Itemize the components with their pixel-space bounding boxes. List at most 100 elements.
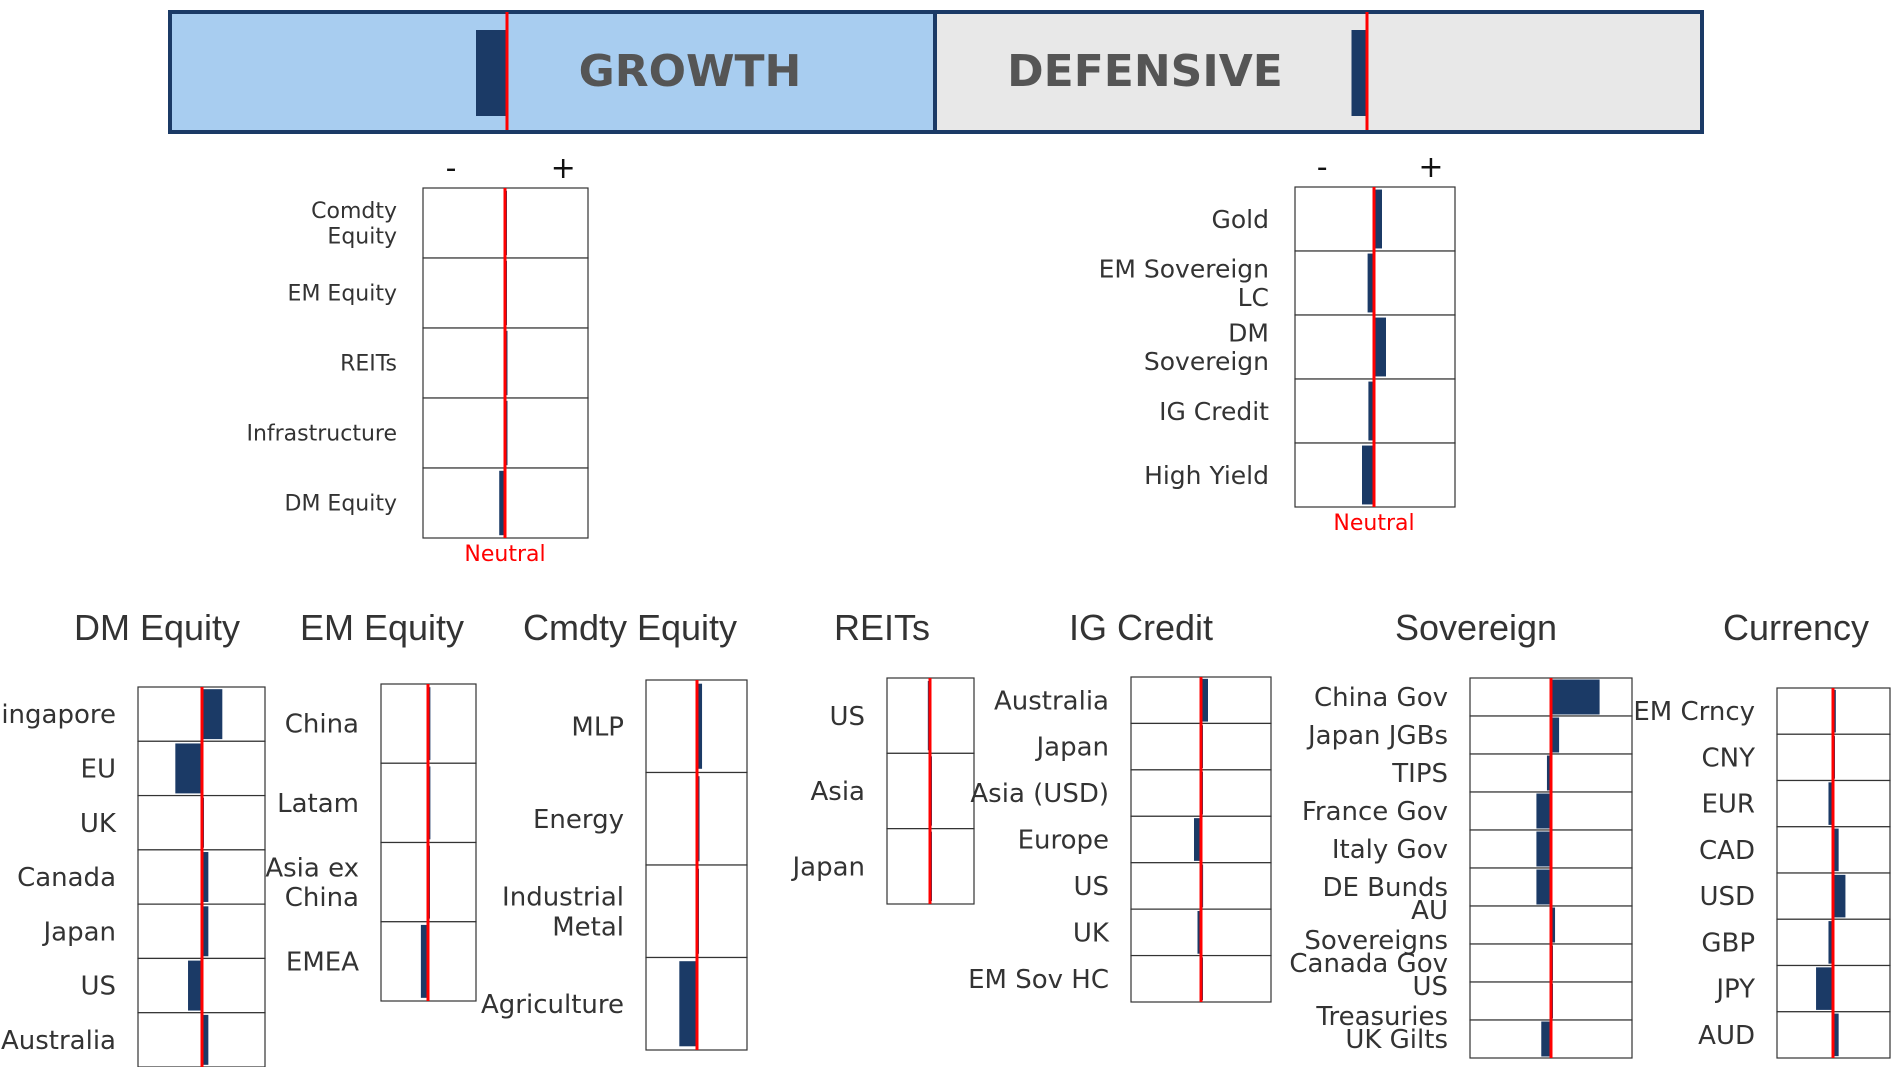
- banner-defensive-bar: [1351, 30, 1367, 116]
- reits-title: REITs: [834, 607, 930, 648]
- growth-label-0: Comdty Equity: [311, 199, 397, 249]
- sovereign-label-3: France Gov: [1302, 797, 1448, 827]
- banner-growth-panel: [170, 12, 935, 132]
- sovereign-label-2: TIPS: [1391, 759, 1448, 789]
- cmdty_equity-bar-0: [697, 683, 703, 769]
- em_equity-label-0: China: [285, 710, 359, 740]
- defensive-axis-plus: +: [1418, 150, 1443, 185]
- defensive-label-4: High Yield: [1144, 461, 1269, 490]
- cmdty_equity-label-0: MLP: [571, 712, 624, 742]
- cmdty_equity-bar-3: [679, 961, 697, 1047]
- sovereign-bar-6: [1551, 907, 1556, 943]
- dm_equity-bar-5: [188, 960, 202, 1011]
- defensive-bar-0: [1374, 189, 1382, 249]
- sovereign-bar-9: [1541, 1021, 1551, 1057]
- currency-label-4: USD: [1699, 882, 1755, 912]
- sovereign-bar-4: [1536, 831, 1551, 867]
- currency-label-6: JPY: [1714, 975, 1755, 1005]
- defensive-bar-1: [1367, 253, 1374, 313]
- cmdty_equity-label-2: Industrial Metal: [502, 882, 624, 942]
- reits-label-0: US: [829, 702, 865, 732]
- growth-axis-plus: +: [551, 151, 576, 186]
- growth-neutral-label: Neutral: [464, 542, 545, 567]
- dm_equity-label-1: EU: [81, 755, 116, 785]
- ig_credit-label-5: UK: [1073, 918, 1110, 948]
- growth-bar-4: [499, 470, 505, 536]
- defensive-bar-3: [1368, 381, 1374, 441]
- currency-bar-4: [1833, 874, 1846, 918]
- sovereign-label-6: AU Sovereigns: [1304, 896, 1448, 956]
- currency-bar-6: [1816, 967, 1833, 1010]
- sovereign-label-0: China Gov: [1314, 683, 1448, 713]
- dm_equity-label-3: Canada: [17, 863, 116, 893]
- ig_credit-bar-0: [1201, 678, 1208, 722]
- banner-growth-bar: [476, 30, 507, 116]
- currency-label-1: CNY: [1702, 743, 1756, 773]
- banner-defensive-panel: [935, 12, 1702, 132]
- banner-growth-label: GROWTH: [579, 46, 802, 97]
- currency-bar-5: [1828, 921, 1833, 964]
- defensive-label-1: EM Sovereign LC: [1099, 254, 1269, 312]
- dm_equity-bar-0: [202, 689, 223, 740]
- currency-bar-7: [1833, 1013, 1839, 1057]
- growth-label-3: Infrastructure: [246, 422, 397, 447]
- sovereign-label-9: UK Gilts: [1345, 1025, 1448, 1055]
- growth-label-2: REITs: [340, 352, 397, 377]
- dm_equity-label-5: US: [80, 972, 116, 1002]
- dm_equity-label-0: Singapore: [0, 700, 116, 730]
- defensive-label-0: Gold: [1212, 205, 1269, 234]
- currency-bar-3: [1833, 828, 1839, 872]
- ig_credit-label-3: Europe: [1018, 826, 1109, 856]
- ig_credit-title: IG Credit: [1069, 607, 1213, 648]
- currency-title: Currency: [1723, 607, 1869, 648]
- defensive-bar-4: [1362, 445, 1374, 505]
- defensive-bar-2: [1374, 317, 1386, 377]
- growth-label-4: DM Equity: [285, 492, 397, 517]
- ig_credit-label-4: US: [1073, 872, 1109, 902]
- sovereign-bar-1: [1551, 717, 1560, 753]
- ig_credit-bar-5: [1197, 911, 1201, 954]
- dm_equity-label-6: Australia: [1, 1026, 116, 1056]
- currency-label-2: EUR: [1701, 790, 1755, 820]
- growth-axis-minus: -: [446, 151, 457, 186]
- dm_equity-title: DM Equity: [74, 607, 240, 648]
- defensive-neutral-label: Neutral: [1333, 511, 1414, 536]
- cmdty_equity-label-3: Agriculture: [481, 990, 624, 1020]
- currency-label-7: AUD: [1698, 1021, 1755, 1051]
- currency-label-0: EM Crncy: [1633, 697, 1755, 727]
- sovereign-label-7: Canada Gov: [1289, 949, 1448, 979]
- ig_credit-label-2: Asia (USD): [970, 779, 1109, 809]
- defensive-label-3: IG Credit: [1159, 397, 1269, 426]
- dm_equity-label-4: Japan: [41, 917, 116, 947]
- sovereign-title: Sovereign: [1395, 607, 1557, 648]
- reits-label-2: Japan: [790, 852, 865, 882]
- em_equity-label-2: Asia ex China: [265, 853, 359, 913]
- em_equity-label-3: EMEA: [286, 947, 359, 977]
- dm_equity-bar-6: [202, 1014, 209, 1065]
- defensive-axis-minus: -: [1317, 150, 1328, 185]
- ig_credit-label-1: Japan: [1034, 733, 1109, 763]
- growth-label-1: EM Equity: [288, 282, 397, 307]
- cmdty_equity-label-1: Energy: [533, 805, 624, 835]
- sovereign-bar-3: [1536, 793, 1551, 829]
- defensive-label-2: DM Sovereign: [1144, 318, 1269, 376]
- dm_equity-bar-4: [202, 906, 209, 957]
- banner-defensive-label: DEFENSIVE: [1007, 46, 1283, 97]
- sovereign-bar-5: [1536, 869, 1551, 905]
- cmdty_equity-title: Cmdty Equity: [523, 607, 737, 648]
- ig_credit-bar-3: [1194, 818, 1201, 861]
- sovereign-label-5: DE Bunds: [1322, 873, 1448, 903]
- sovereign-label-4: Italy Gov: [1332, 835, 1448, 865]
- sovereign-bar-0: [1551, 679, 1600, 715]
- sovereign-bar-2: [1546, 755, 1551, 791]
- dm_equity-bar-3: [202, 852, 209, 902]
- currency-label-5: GBP: [1701, 928, 1755, 958]
- currency-label-3: CAD: [1699, 836, 1755, 866]
- dm_equity-bar-1: [175, 743, 202, 794]
- em_equity-label-1: Latam: [277, 789, 359, 819]
- reits-label-1: Asia: [811, 777, 866, 807]
- ig_credit-label-0: Australia: [994, 686, 1109, 716]
- ig_credit-label-6: EM Sov HC: [968, 965, 1109, 995]
